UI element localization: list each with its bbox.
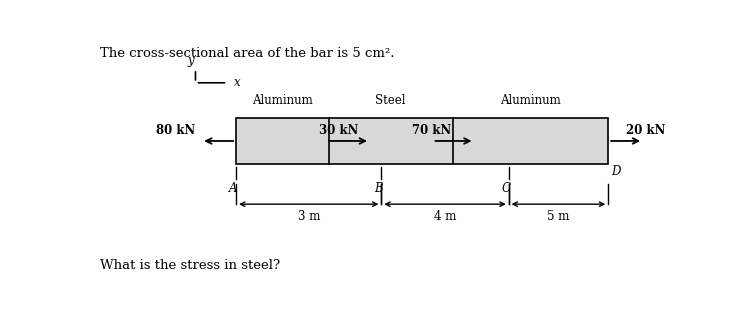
Text: B: B	[374, 182, 383, 195]
Text: C: C	[502, 182, 511, 195]
Text: A: A	[230, 182, 238, 195]
Text: Steel: Steel	[375, 94, 406, 107]
Text: 30 kN: 30 kN	[319, 124, 358, 137]
Text: 80 kN: 80 kN	[156, 124, 196, 137]
Text: 4 m: 4 m	[433, 210, 456, 223]
Text: Aluminum: Aluminum	[500, 94, 560, 107]
Text: D: D	[611, 165, 620, 178]
Text: 20 kN: 20 kN	[626, 124, 665, 137]
Text: What is the stress in steel?: What is the stress in steel?	[100, 259, 280, 272]
Bar	[236, 118, 608, 164]
Text: y: y	[188, 54, 194, 67]
Text: The cross-sectional area of the bar is 5 cm².: The cross-sectional area of the bar is 5…	[100, 46, 394, 59]
Text: x: x	[235, 76, 241, 89]
Text: 3 m: 3 m	[298, 210, 320, 223]
Text: Aluminum: Aluminum	[252, 94, 313, 107]
Text: 70 kN: 70 kN	[412, 124, 452, 137]
Text: 5 m: 5 m	[548, 210, 569, 223]
